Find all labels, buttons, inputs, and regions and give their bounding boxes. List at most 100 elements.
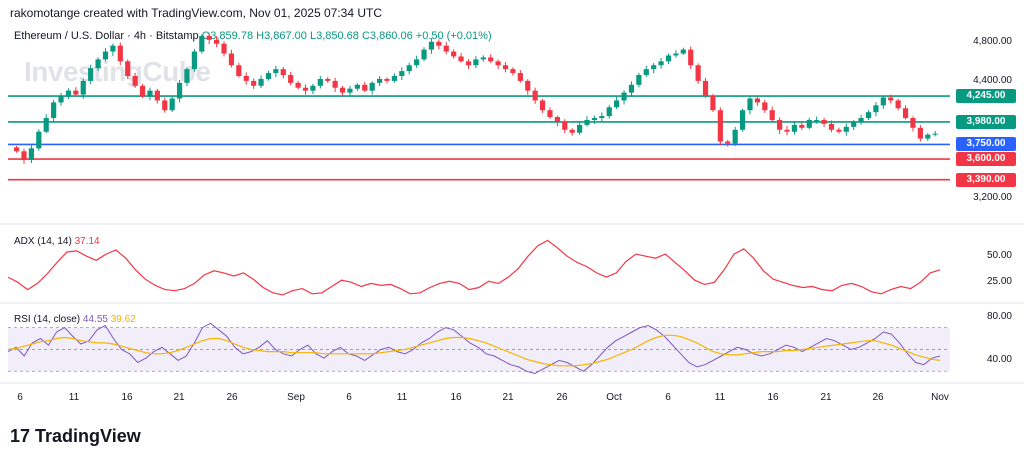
candle-body <box>599 116 605 119</box>
candle-body <box>658 61 664 66</box>
candle-body <box>228 53 235 66</box>
candle-body <box>584 120 590 125</box>
price-tick-label: 3,200.00 <box>973 192 1012 204</box>
candle-body <box>806 120 812 128</box>
candle-body <box>517 73 523 81</box>
candle-body <box>36 131 42 149</box>
time-axis-label: 11 <box>714 392 726 403</box>
candle-body <box>762 102 768 111</box>
candle-body <box>406 65 412 72</box>
candle-body <box>725 141 731 144</box>
candle-body <box>154 90 160 101</box>
level-price-tag: 3,750.00 <box>956 137 1016 152</box>
candle-body <box>902 108 909 119</box>
candle-body <box>769 110 775 120</box>
tradingview-logo-icon: 17 <box>10 426 36 446</box>
time-axis-label: 6 <box>17 392 23 403</box>
candle-body <box>710 95 716 111</box>
candle-body <box>280 69 286 76</box>
candle-body <box>14 147 20 152</box>
candle-body <box>451 51 457 57</box>
time-axis-label: 21 <box>820 392 832 403</box>
candle-body <box>132 76 138 86</box>
candle-body <box>139 85 146 97</box>
candle-body <box>428 41 435 50</box>
candle-body <box>577 124 583 133</box>
candle-body <box>147 90 153 97</box>
candle-body <box>621 92 627 101</box>
candle-body <box>436 41 442 46</box>
candle-body <box>258 78 264 86</box>
candle-body <box>421 49 427 60</box>
candle-body <box>791 124 798 132</box>
candle-body <box>502 65 509 70</box>
candle-body <box>836 129 842 132</box>
candle-body <box>636 75 642 85</box>
rsi-line <box>7 322 941 375</box>
candle-body <box>28 148 35 161</box>
adx-title: ADX (14, 14) <box>14 236 72 247</box>
candle-body <box>443 45 449 52</box>
candle-body <box>925 134 931 139</box>
rsi-value: 44.55 <box>82 314 108 325</box>
candle-body <box>102 51 109 60</box>
candle-body <box>117 45 123 62</box>
open-value: O3,859.78 <box>201 30 254 42</box>
tradingview-logo: 17 TradingView <box>10 426 141 447</box>
symbol-ohlc-legend: Ethereum / U.S. Dollar · 4h · Bitstamp O… <box>14 30 492 42</box>
candle-body <box>414 59 420 66</box>
adx-value: 37.14 <box>74 236 100 247</box>
attribution-text: rakomotange created with TradingView.com… <box>10 6 382 20</box>
close-value: C3,860.06 <box>361 30 413 42</box>
candle-body <box>214 39 220 44</box>
candle-body <box>458 56 464 62</box>
change-value: +0.50 (+0.01%) <box>415 30 492 42</box>
candle-body <box>569 129 575 133</box>
candle-body <box>554 117 560 122</box>
time-axis-label: 21 <box>502 392 514 403</box>
time-axis-label: 11 <box>396 392 408 403</box>
candle-body <box>510 69 516 74</box>
candle-body <box>302 87 309 91</box>
candle-body <box>362 84 368 91</box>
candle-body <box>651 65 657 70</box>
candle-body <box>732 129 738 144</box>
candle-body <box>525 80 531 91</box>
candle-body <box>65 90 72 97</box>
time-axis-label: Nov <box>931 392 949 403</box>
time-axis-label: 26 <box>556 392 568 403</box>
candle-body <box>888 97 894 101</box>
candle-body <box>591 118 598 120</box>
symbol-title: Ethereum / U.S. Dollar · 4h · Bitstamp <box>14 30 199 42</box>
candle-body <box>688 49 694 66</box>
candle-body <box>465 61 472 66</box>
candle-body <box>265 73 272 79</box>
candle-body <box>110 45 116 52</box>
rsi-axis-label: 40.00 <box>986 354 1012 366</box>
candle-body <box>895 100 901 109</box>
candle-body <box>739 110 746 130</box>
time-axis-label: 16 <box>767 392 779 403</box>
candle-body <box>851 121 857 127</box>
time-axis-label: 16 <box>450 392 462 403</box>
candle-body <box>51 102 57 119</box>
time-axis-label: Oct <box>606 392 622 403</box>
level-price-tag: 3,600.00 <box>956 152 1016 167</box>
time-axis-label: Sep <box>287 392 305 403</box>
price-tick-label: 4,800.00 <box>973 35 1012 47</box>
candle-body <box>865 112 872 119</box>
time-axis-label: 6 <box>665 392 671 403</box>
candle-body <box>199 35 205 52</box>
candle-body <box>384 78 390 81</box>
candle-body <box>251 80 257 86</box>
candle-body <box>702 80 709 96</box>
candle-body <box>73 90 79 95</box>
rsi-title: RSI (14, close) <box>14 314 81 325</box>
candle-body <box>391 76 397 81</box>
candle-body <box>88 68 94 81</box>
candle-body <box>176 82 183 99</box>
rsi-axis-label: 80.00 <box>986 310 1012 322</box>
adx-axis-label: 25.00 <box>986 276 1012 288</box>
time-axis-label: 26 <box>872 392 884 403</box>
candle-body <box>369 82 375 91</box>
